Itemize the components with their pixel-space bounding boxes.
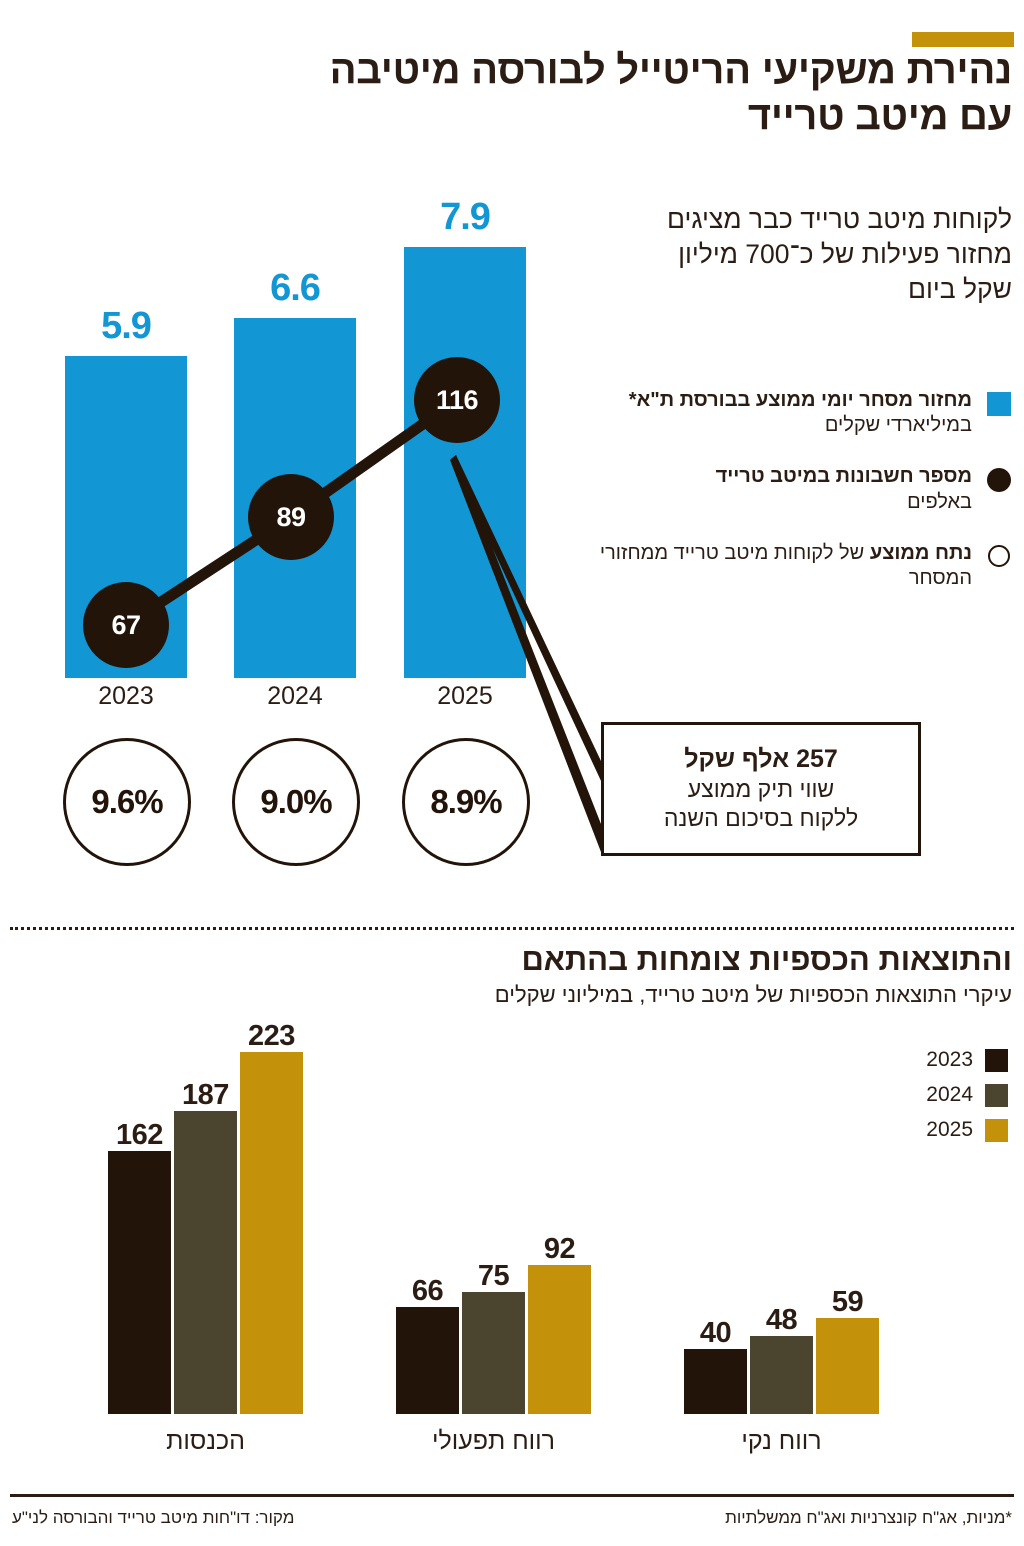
legend-item-turnover: מחזור מסחר יומי ממוצע בבורסת ת"א* במיליא…	[582, 388, 1012, 438]
legend-item-label: נתח ממוצע של לקוחות מיטב טרייד ממחזורי ה…	[582, 541, 972, 591]
legend-item-unit: במיליארדי שקלים	[824, 414, 972, 437]
bar-net-2023	[684, 1349, 747, 1414]
bar-value-operating-2023: 66	[411, 1275, 444, 1307]
bar-value-revenue-2025: 223	[248, 1020, 295, 1052]
legend-label: 2025	[926, 1118, 973, 1141]
bar-net-2025	[816, 1318, 879, 1414]
year-label-2024: 2024	[267, 682, 323, 710]
accounts-bubble-2023: 67	[83, 582, 169, 668]
callout-subtitle: שווי תיק ממוצע ללקוח בסיכום השנה	[663, 776, 859, 831]
accounts-bubble-2025: 116	[414, 357, 500, 443]
section2-title: והתוצאות הכספיות צומחות בהתאם	[521, 942, 1012, 977]
bar-value-revenue-2024: 187	[182, 1079, 229, 1111]
legend-label: 2023	[926, 1048, 973, 1071]
legend-item-unit: באלפים	[907, 490, 972, 513]
share-circle-2025: 8.9%	[402, 738, 530, 866]
bar-net-2024	[750, 1336, 813, 1414]
square-blue-swatch-icon	[986, 392, 1012, 416]
bar-value-revenue-2023: 162	[116, 1119, 163, 1151]
bar-value-net-2024: 48	[765, 1304, 798, 1336]
group-label-operating: רווח תפעולי	[431, 1427, 556, 1455]
legend-item-share: נתח ממוצע של לקוחות מיטב טרייד ממחזורי ה…	[582, 541, 1012, 591]
share-circle-2024: 9.0%	[232, 738, 360, 866]
bar-operating-2023	[396, 1307, 459, 1414]
group-label-net: רווח נקי	[741, 1427, 822, 1455]
legend-top: מחזור מסחר יומי ממוצע בבורסת ת"א* במיליא…	[582, 388, 1012, 617]
filled-circle-swatch-icon	[986, 468, 1012, 493]
page-title: נהירת משקיעי הריטייל לבורסה מיטיבה עם מי…	[329, 48, 1013, 138]
legend-item-label: מחזור מסחר יומי ממוצע בבורסת ת"א* במיליא…	[582, 388, 972, 438]
footer-note-source: מקור: דו"חות מיטב טרייד והבורסה לני"ע	[12, 1508, 295, 1527]
outline-circle-swatch-icon	[986, 544, 1012, 567]
footer-rule	[10, 1494, 1014, 1497]
color-swatch-2025	[985, 1118, 1008, 1142]
legend-item-label: מספר חשבונות במיטב טרייד באלפים	[582, 464, 972, 514]
bar-revenue-2025	[240, 1052, 303, 1414]
intro-paragraph: לקוחות מיטב טרייד כבר מציגים מחזור פעילו…	[667, 204, 1012, 305]
legend-label: 2024	[926, 1083, 973, 1106]
bar-revenue-2023	[108, 1151, 171, 1414]
section-divider	[10, 927, 1014, 930]
legend-bottom: 2023 2024 2025	[921, 1048, 1008, 1153]
legend-item-accounts: מספר חשבונות במיטב טרייד באלפים	[582, 464, 1012, 514]
legend-item-bold: מספר חשבונות במיטב טרייד	[715, 465, 972, 488]
callout-box: 257 אלף שקל שווי תיק ממוצע ללקוח בסיכום …	[601, 722, 921, 856]
bar-value-2025: 7.9	[440, 196, 491, 238]
bar-value-2023: 5.9	[101, 305, 152, 347]
bar-revenue-2024	[174, 1111, 237, 1414]
legend-item-bold: מחזור מסחר יומי ממוצע בבורסת ת"א*	[628, 389, 972, 411]
share-circle-2023: 9.6%	[63, 738, 191, 866]
accent-bar	[912, 32, 1014, 47]
accounts-bubble-2024: 89	[248, 474, 334, 560]
bar-value-net-2023: 40	[699, 1317, 732, 1349]
callout-title: 257 אלף שקל	[684, 745, 838, 774]
bar-value-operating-2025: 92	[543, 1233, 576, 1265]
bar-2025	[404, 247, 526, 678]
bar-operating-2024	[462, 1292, 525, 1414]
legend-item-2024: 2024	[921, 1083, 1008, 1107]
legend-item-2023: 2023	[921, 1048, 1008, 1072]
group-label-revenue: הכנסות	[166, 1427, 245, 1455]
year-label-2023: 2023	[98, 682, 154, 710]
bar-value-net-2025: 59	[831, 1286, 864, 1318]
footer-note-right: *מניות, אג"ח קונצרניות ואג"ח ממשלתיות	[725, 1508, 1012, 1527]
bar-value-operating-2024: 75	[477, 1260, 510, 1292]
legend-item-bold: נתח ממוצע	[869, 541, 972, 564]
legend-item-unit: של לקוחות מיטב טרייד ממחזורי המסחר	[599, 541, 972, 589]
bar-operating-2025	[528, 1265, 591, 1414]
bottom-chart: 162 187 223 הכנסות 66 75 92 רווח תפעולי …	[0, 1000, 1024, 1470]
year-label-2025: 2025	[437, 682, 493, 710]
legend-item-2025: 2025	[921, 1118, 1008, 1142]
bar-value-2024: 6.6	[270, 267, 321, 309]
color-swatch-2023	[985, 1048, 1008, 1072]
section2-subtitle: עיקרי התוצאות הכספיות של מיטב טרייד, במי…	[494, 982, 1012, 1007]
color-swatch-2024	[985, 1083, 1008, 1107]
